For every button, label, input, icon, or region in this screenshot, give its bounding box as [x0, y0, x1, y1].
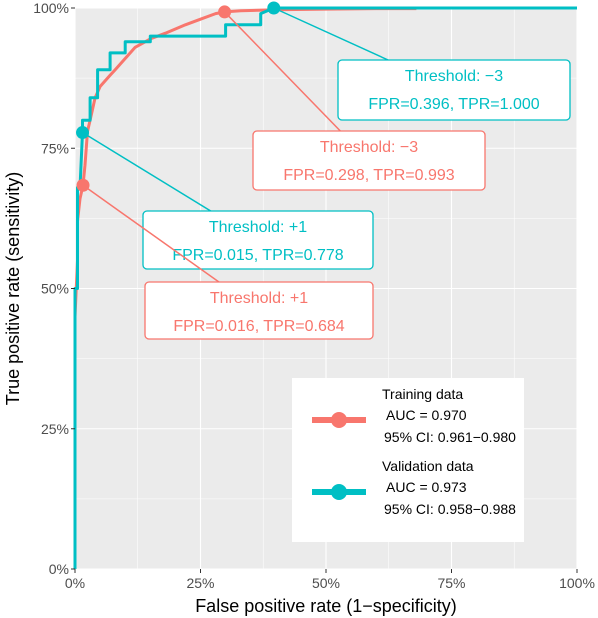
legend-series-name: Validation data	[382, 458, 474, 474]
annotation-layer: Threshold: −3 FPR=0.396, TPR=1.000 Thresho…	[76, 1, 571, 340]
legend-ci: 95% CI: 0.961−0.980	[384, 429, 516, 445]
annotation-box	[142, 210, 374, 270]
legend-auc: AUC = 0.970	[386, 407, 467, 423]
threshold-point	[218, 5, 232, 19]
threshold-point	[267, 1, 281, 15]
x-tick-label: 75%	[437, 575, 465, 591]
annotation-threshold: Threshold: −3	[320, 139, 418, 156]
legend-key-point	[331, 412, 347, 428]
annotation-threshold: Threshold: −3	[405, 68, 503, 85]
annotation-threshold: Threshold: +1	[210, 290, 308, 307]
annotation-box	[337, 59, 571, 121]
y-tick-label: 50%	[41, 281, 69, 297]
annotation-fpr-tpr: FPR=0.298, TPR=0.993	[283, 167, 454, 184]
annotation-fpr-tpr: FPR=0.015, TPR=0.778	[172, 247, 343, 264]
annotation-box	[144, 281, 374, 340]
x-tick-label: 25%	[186, 575, 214, 591]
annotation-fpr-tpr: FPR=0.396, TPR=1.000	[368, 96, 539, 113]
legend-ci: 95% CI: 0.958−0.988	[384, 501, 516, 517]
y-tick-label: 25%	[41, 421, 69, 437]
legend-background	[292, 378, 524, 542]
annotation-fpr-tpr: FPR=0.016, TPR=0.684	[173, 318, 344, 335]
x-axis-ticks: 0% 25% 50% 75% 100%	[65, 569, 595, 591]
annotation-box	[252, 130, 486, 191]
y-tick-label: 75%	[41, 140, 69, 156]
threshold-point	[76, 126, 90, 140]
legend-series-name: Training data	[382, 386, 463, 402]
x-tick-label: 0%	[65, 575, 85, 591]
x-tick-label: 50%	[312, 575, 340, 591]
y-tick-label: 100%	[33, 0, 69, 16]
y-axis-label: True positive rate (sensitivity)	[3, 172, 23, 405]
y-tick-label: 0%	[49, 561, 69, 577]
legend: Training data AUC = 0.970 95% CI: 0.961−0.…	[292, 378, 524, 542]
training-roc-curve	[73, 7, 417, 569]
legend-key-point	[331, 484, 347, 500]
threshold-point	[76, 178, 90, 192]
y-axis-ticks: 0% 25% 50% 75% 100%	[33, 0, 75, 577]
annotation-threshold: Threshold: +1	[209, 219, 307, 236]
legend-auc: AUC = 0.973	[386, 479, 467, 495]
x-axis-label: False positive rate (1−specificity)	[195, 596, 457, 616]
x-tick-label: 100%	[559, 575, 595, 591]
